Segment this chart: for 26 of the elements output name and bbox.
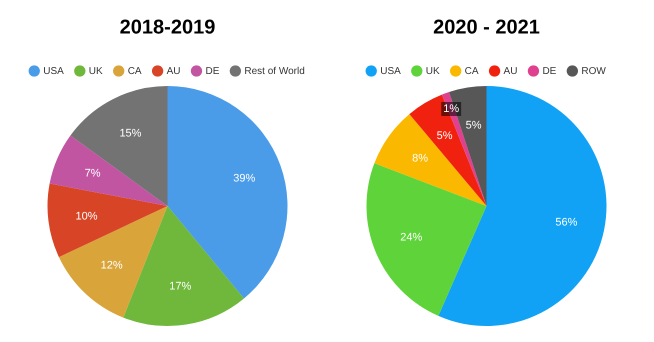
- data-label: 1%: [443, 103, 460, 116]
- legend-label: USA: [43, 66, 64, 77]
- legend-label: UK: [88, 66, 104, 77]
- chart-title: 2018-2019: [120, 16, 216, 39]
- legend-label: DE: [205, 66, 220, 77]
- legend-label: CA: [464, 66, 479, 77]
- data-label: 17%: [169, 280, 192, 293]
- legend-label: UK: [426, 66, 440, 77]
- legend-label: Rest of World: [244, 66, 305, 77]
- legend-label: CA: [128, 66, 142, 77]
- legend-label: AU: [166, 66, 180, 77]
- data-label: 56%: [555, 216, 578, 229]
- data-label: 12%: [100, 260, 123, 272]
- data-label: 39%: [233, 172, 256, 184]
- legend-label: ROW: [581, 66, 606, 77]
- data-label: 5%: [436, 130, 453, 142]
- legend-label: AU: [504, 66, 518, 77]
- legend-label: USA: [380, 66, 402, 77]
- legend-label: DE: [542, 66, 557, 77]
- data-label: 8%: [412, 152, 428, 165]
- data-label: 10%: [76, 210, 98, 222]
- data-label: 15%: [119, 127, 142, 140]
- chart-title: 2020 - 2021: [433, 16, 540, 39]
- data-label: 7%: [84, 168, 101, 180]
- data-label: 24%: [400, 232, 422, 244]
- data-label: 5%: [466, 119, 482, 132]
